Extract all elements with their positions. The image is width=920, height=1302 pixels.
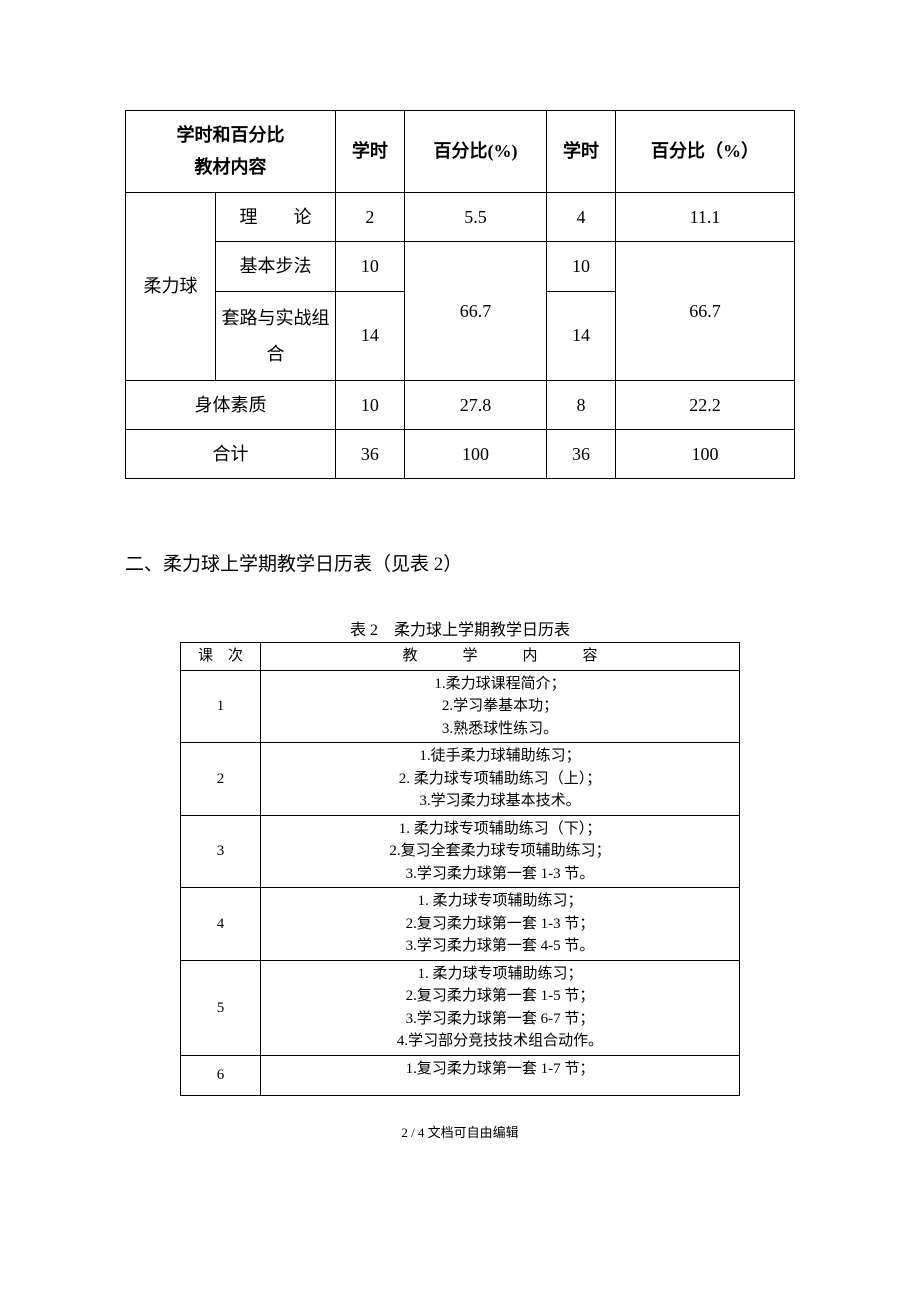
header-lesson-no: 课 次 — [181, 643, 261, 671]
cell: 4 — [547, 192, 616, 241]
table-2-caption: 表 2 柔力球上学期教学日历表 — [125, 616, 795, 640]
cell: 5.5 — [404, 192, 546, 241]
header-pct-2: 百分比（%） — [615, 111, 794, 193]
lesson-no: 4 — [181, 888, 261, 961]
cell: 27.8 — [404, 380, 546, 429]
section-2-heading: 二、柔力球上学期教学日历表（见表 2） — [125, 549, 795, 576]
table-row: 5 1. 柔力球专项辅助练习； 2.复习柔力球第一套 1-5 节； 3.学习柔力… — [181, 960, 740, 1055]
lesson-no: 1 — [181, 670, 261, 743]
cell: 22.2 — [615, 380, 794, 429]
cell: 100 — [404, 429, 546, 478]
lesson-content: 1.柔力球课程简介； 2.学习拳基本功； 3.熟悉球性练习。 — [261, 670, 740, 743]
cell: 10 — [336, 380, 405, 429]
row-fitness: 身体素质 — [126, 380, 336, 429]
lesson-content: 1. 柔力球专项辅助练习； 2.复习柔力球第一套 1-5 节； 3.学习柔力球第… — [261, 960, 740, 1055]
cell: 10 — [547, 242, 616, 291]
table-row: 3 1. 柔力球专项辅助练习（下）； 2.复习全套柔力球专项辅助练习； 3.学习… — [181, 815, 740, 888]
category-rouliqiu: 柔力球 — [126, 192, 216, 380]
cell: 2 — [336, 192, 405, 241]
header-hours-1: 学时 — [336, 111, 405, 193]
table-row: 1 1.柔力球课程简介； 2.学习拳基本功； 3.熟悉球性练习。 — [181, 670, 740, 743]
table-row: 6 1.复习柔力球第一套 1-7 节； — [181, 1055, 740, 1095]
calendar-table: 课 次 教 学 内 容 1 1.柔力球课程简介； 2.学习拳基本功； 3.熟悉球… — [180, 642, 740, 1096]
subcat-theory: 理 论 — [216, 192, 336, 241]
cell: 100 — [615, 429, 794, 478]
header-topic: 学时和百分比 教材内容 — [126, 111, 336, 193]
header-hours-2: 学时 — [547, 111, 616, 193]
lesson-content: 1.徒手柔力球辅助练习； 2. 柔力球专项辅助练习（上）； 3.学习柔力球基本技… — [261, 743, 740, 816]
cell: 11.1 — [615, 192, 794, 241]
cell: 66.7 — [404, 242, 546, 380]
table-row: 基本步法 10 66.7 10 66.7 — [126, 242, 795, 291]
cell: 8 — [547, 380, 616, 429]
row-total: 合计 — [126, 429, 336, 478]
subcat-routine: 套路与实战组合 — [216, 291, 336, 380]
cell: 14 — [336, 291, 405, 380]
lesson-content: 1.复习柔力球第一套 1-7 节； — [261, 1055, 740, 1095]
table-row: 合计 36 100 36 100 — [126, 429, 795, 478]
lesson-no: 3 — [181, 815, 261, 888]
subcat-step: 基本步法 — [216, 242, 336, 291]
cell: 10 — [336, 242, 405, 291]
page-footer: 2 / 4 文档可自由编辑 — [125, 1122, 795, 1141]
table-row: 2 1.徒手柔力球辅助练习； 2. 柔力球专项辅助练习（上）； 3.学习柔力球基… — [181, 743, 740, 816]
table-row: 身体素质 10 27.8 8 22.2 — [126, 380, 795, 429]
cell: 66.7 — [615, 242, 794, 380]
lesson-no: 6 — [181, 1055, 261, 1095]
header-pct-1: 百分比(%) — [404, 111, 546, 193]
cell: 36 — [547, 429, 616, 478]
table-row: 柔力球 理 论 2 5.5 4 11.1 — [126, 192, 795, 241]
lesson-no: 2 — [181, 743, 261, 816]
table-row: 4 1. 柔力球专项辅助练习； 2.复习柔力球第一套 1-3 节； 3.学习柔力… — [181, 888, 740, 961]
cell: 14 — [547, 291, 616, 380]
lesson-content: 1. 柔力球专项辅助练习（下）； 2.复习全套柔力球专项辅助练习； 3.学习柔力… — [261, 815, 740, 888]
header-teaching-content: 教 学 内 容 — [261, 643, 740, 671]
cell: 36 — [336, 429, 405, 478]
hours-percentage-table: 学时和百分比 教材内容 学时 百分比(%) 学时 百分比（%） 柔力球 理 论 … — [125, 110, 795, 479]
lesson-no: 5 — [181, 960, 261, 1055]
lesson-content: 1. 柔力球专项辅助练习； 2.复习柔力球第一套 1-3 节； 3.学习柔力球第… — [261, 888, 740, 961]
